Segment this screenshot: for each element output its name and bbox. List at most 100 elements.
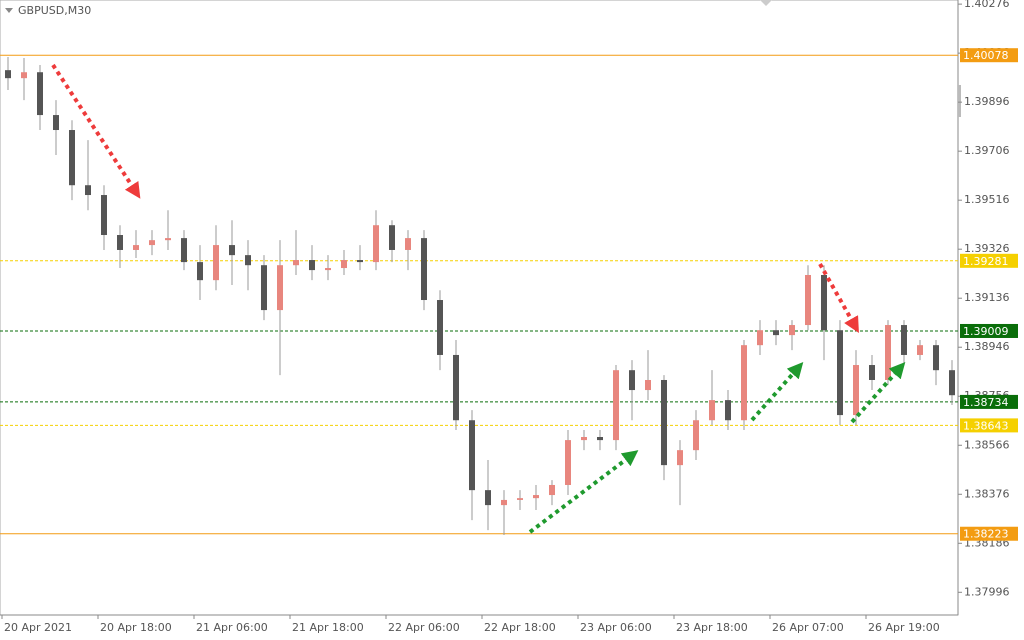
candle-body (293, 260, 299, 266)
candle-body (101, 195, 107, 236)
candle-body (501, 499, 507, 506)
candle-body (325, 268, 331, 271)
candle-body (757, 330, 763, 346)
candle-body (373, 225, 379, 263)
x-tick-label: 22 Apr 18:00 (484, 621, 556, 634)
candle-body (789, 325, 795, 336)
y-tick-label: 1.37996 (964, 585, 1010, 598)
candle-body (21, 72, 27, 79)
candle-body (469, 420, 475, 491)
candle-body (197, 262, 203, 281)
x-tick-label: 23 Apr 06:00 (580, 621, 652, 634)
y-tick-label: 1.38946 (964, 340, 1010, 353)
candle-body (549, 484, 555, 496)
trend-arrows (51, 63, 906, 534)
price-level-tag (960, 253, 1018, 268)
candle-body (661, 379, 667, 466)
price-level-label: 1.38223 (963, 528, 1009, 541)
candle-body (229, 245, 235, 256)
plot-area (0, 0, 959, 616)
candle-body (149, 240, 155, 246)
price-level-label: 1.40078 (963, 49, 1009, 62)
price-level-label: 1.38643 (963, 419, 1009, 432)
candle-body (901, 325, 907, 355)
candle-body (437, 300, 443, 355)
candle-body (37, 72, 43, 116)
candle-body (421, 238, 427, 301)
scroll-thumb[interactable] (958, 85, 961, 117)
candle-body (405, 238, 411, 250)
candle-body (181, 238, 187, 263)
candle-body (613, 370, 619, 441)
candle-body (805, 274, 811, 326)
y-tick-label: 1.39896 (964, 95, 1010, 108)
x-tick-label: 20 Apr 18:00 (100, 621, 172, 634)
candle-body (165, 238, 171, 241)
candle-body (485, 490, 491, 506)
candle-body (309, 260, 315, 271)
candle-body (773, 330, 779, 336)
candle-body (837, 330, 843, 416)
candle-body (133, 245, 139, 250)
price-level-tag (960, 526, 1018, 541)
candle-body (341, 260, 347, 269)
arrow-down (51, 63, 141, 199)
candle-body (741, 345, 747, 421)
candle-body (597, 437, 603, 441)
y-tick-label: 1.38566 (964, 438, 1010, 451)
candle-body (629, 370, 635, 391)
y-tick-label: 1.39516 (964, 193, 1010, 206)
candle-body (933, 345, 939, 371)
symbol-menu-icon[interactable] (5, 8, 13, 13)
candle-body (949, 370, 955, 396)
candle-body (69, 130, 75, 186)
candle-body (677, 450, 683, 466)
x-tick-label: 21 Apr 06:00 (196, 621, 268, 634)
candle-body (709, 400, 715, 421)
candle-body (693, 420, 699, 451)
candle-body (645, 379, 651, 391)
price-level-tag (960, 418, 1018, 433)
scroll-marker (760, 0, 772, 6)
candle-body (821, 274, 827, 331)
x-tick-label: 20 Apr 2021 (4, 621, 72, 634)
candle-body (725, 400, 731, 421)
x-tick-label: 23 Apr 18:00 (676, 621, 748, 634)
candle-body (277, 265, 283, 311)
price-level-tag (960, 394, 1018, 409)
price-level-label: 1.38734 (963, 396, 1009, 409)
x-tick-label: 26 Apr 07:00 (772, 621, 844, 634)
y-tick-label: 1.40276 (964, 0, 1010, 10)
candle-body (389, 225, 395, 250)
candle-body (245, 255, 251, 266)
candle-body (581, 437, 587, 441)
y-tick-label: 1.39326 (964, 242, 1010, 255)
candle-body (853, 365, 859, 416)
candle-body (357, 260, 363, 263)
candle-body (85, 185, 91, 196)
y-tick-label: 1.38376 (964, 487, 1010, 500)
candle-body (917, 345, 923, 355)
x-tick-label: 22 Apr 06:00 (388, 621, 460, 634)
x-tick-label: 26 Apr 19:00 (868, 621, 940, 634)
price-level-label: 1.39281 (963, 255, 1009, 268)
candle-body (213, 245, 219, 281)
y-tick-label: 1.39136 (964, 291, 1010, 304)
price-level-tag (960, 323, 1018, 338)
price-level-label: 1.39009 (963, 325, 1009, 338)
candle-body (869, 365, 875, 380)
price-level-tag (960, 48, 1018, 63)
candle-body (261, 265, 267, 311)
candle-body (565, 440, 571, 485)
arrow-up (528, 450, 639, 534)
candle-body (53, 115, 59, 131)
candle-body (453, 354, 459, 421)
arrow-up (750, 362, 804, 422)
candle-body (533, 495, 539, 499)
candle-body (5, 70, 11, 79)
y-tick-label: 1.39706 (964, 144, 1010, 157)
candle-body (885, 325, 891, 380)
candle-body (517, 498, 523, 500)
